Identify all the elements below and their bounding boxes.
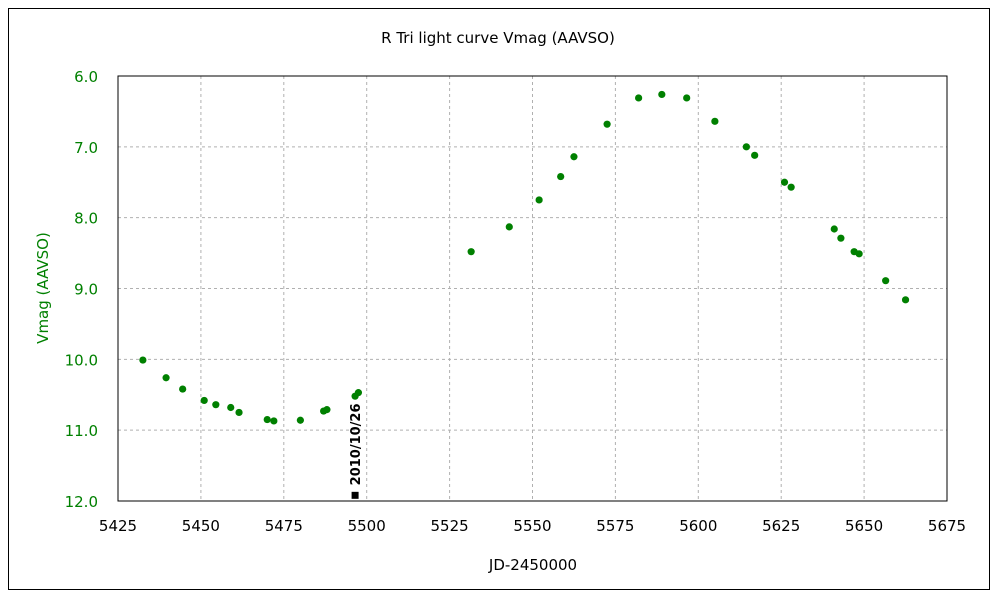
data-point — [751, 151, 759, 159]
annotation: 2010/10/26 — [349, 403, 364, 499]
data-point — [742, 143, 750, 151]
data-point — [270, 417, 278, 425]
data-point — [139, 356, 147, 364]
y-tick-label: 7.0 — [74, 139, 98, 157]
data-point — [787, 183, 795, 191]
data-point — [603, 120, 611, 128]
data-point — [882, 277, 890, 285]
x-tick-label: 5425 — [99, 517, 137, 535]
y-axis-ticks: 6.0 7.0 8.0 9.0 10.0 11.0 12.0 — [65, 68, 98, 511]
data-point — [683, 94, 691, 102]
plot-area — [117, 75, 948, 502]
data-point — [505, 223, 513, 231]
grid-layer — [118, 76, 947, 501]
data-point — [658, 90, 666, 99]
data-point — [296, 416, 304, 424]
data-point — [227, 403, 235, 412]
data-point — [263, 415, 271, 424]
y-tick-label: 12.0 — [65, 493, 98, 511]
data-point — [535, 196, 543, 204]
data-point — [467, 248, 475, 256]
data-point — [354, 389, 363, 397]
data-point — [557, 172, 565, 181]
y-tick-label: 11.0 — [65, 422, 98, 440]
x-axis-ticks: 5425 5450 5475 5500 5525 5550 5575 5600 5625 5650… — [99, 517, 966, 535]
x-tick-label: 5475 — [265, 517, 303, 535]
y-tick-label: 10.0 — [65, 351, 98, 369]
y-tick-label: 8.0 — [74, 210, 98, 228]
x-tick-label: 5625 — [762, 517, 800, 535]
y-tick-label: 6.0 — [74, 68, 98, 86]
annotation-label: 2010/10/26 — [349, 403, 364, 485]
data-point — [635, 94, 643, 102]
x-tick-label: 5450 — [182, 517, 220, 535]
data-point — [323, 406, 331, 414]
x-tick-label: 5550 — [513, 517, 551, 535]
data-point — [200, 396, 208, 405]
data-point — [162, 374, 170, 382]
data-point — [830, 225, 838, 233]
data-point — [901, 296, 910, 304]
data-point — [570, 153, 578, 161]
data-point — [711, 117, 719, 125]
data-point — [212, 401, 220, 409]
data-point — [837, 234, 845, 242]
y-tick-label: 9.0 — [74, 281, 98, 299]
data-point — [855, 250, 863, 258]
y-axis-label: Vmag (AAVSO) — [34, 232, 52, 344]
x-tick-label: 5500 — [348, 517, 386, 535]
x-axis-label: JD-2450000 — [488, 556, 577, 574]
data-point — [780, 178, 789, 186]
x-tick-label: 5525 — [431, 517, 469, 535]
data-point — [235, 408, 243, 417]
x-tick-label: 5675 — [928, 517, 966, 535]
chart-title: R Tri light curve Vmag (AAVSO) — [381, 29, 615, 47]
x-tick-label: 5575 — [596, 517, 634, 535]
x-tick-label: 5650 — [845, 517, 883, 535]
chart-frame — [8, 8, 990, 590]
data-points — [139, 90, 910, 425]
x-tick-label: 5600 — [679, 517, 717, 535]
data-point — [179, 385, 187, 393]
annotation-marker — [351, 491, 359, 499]
